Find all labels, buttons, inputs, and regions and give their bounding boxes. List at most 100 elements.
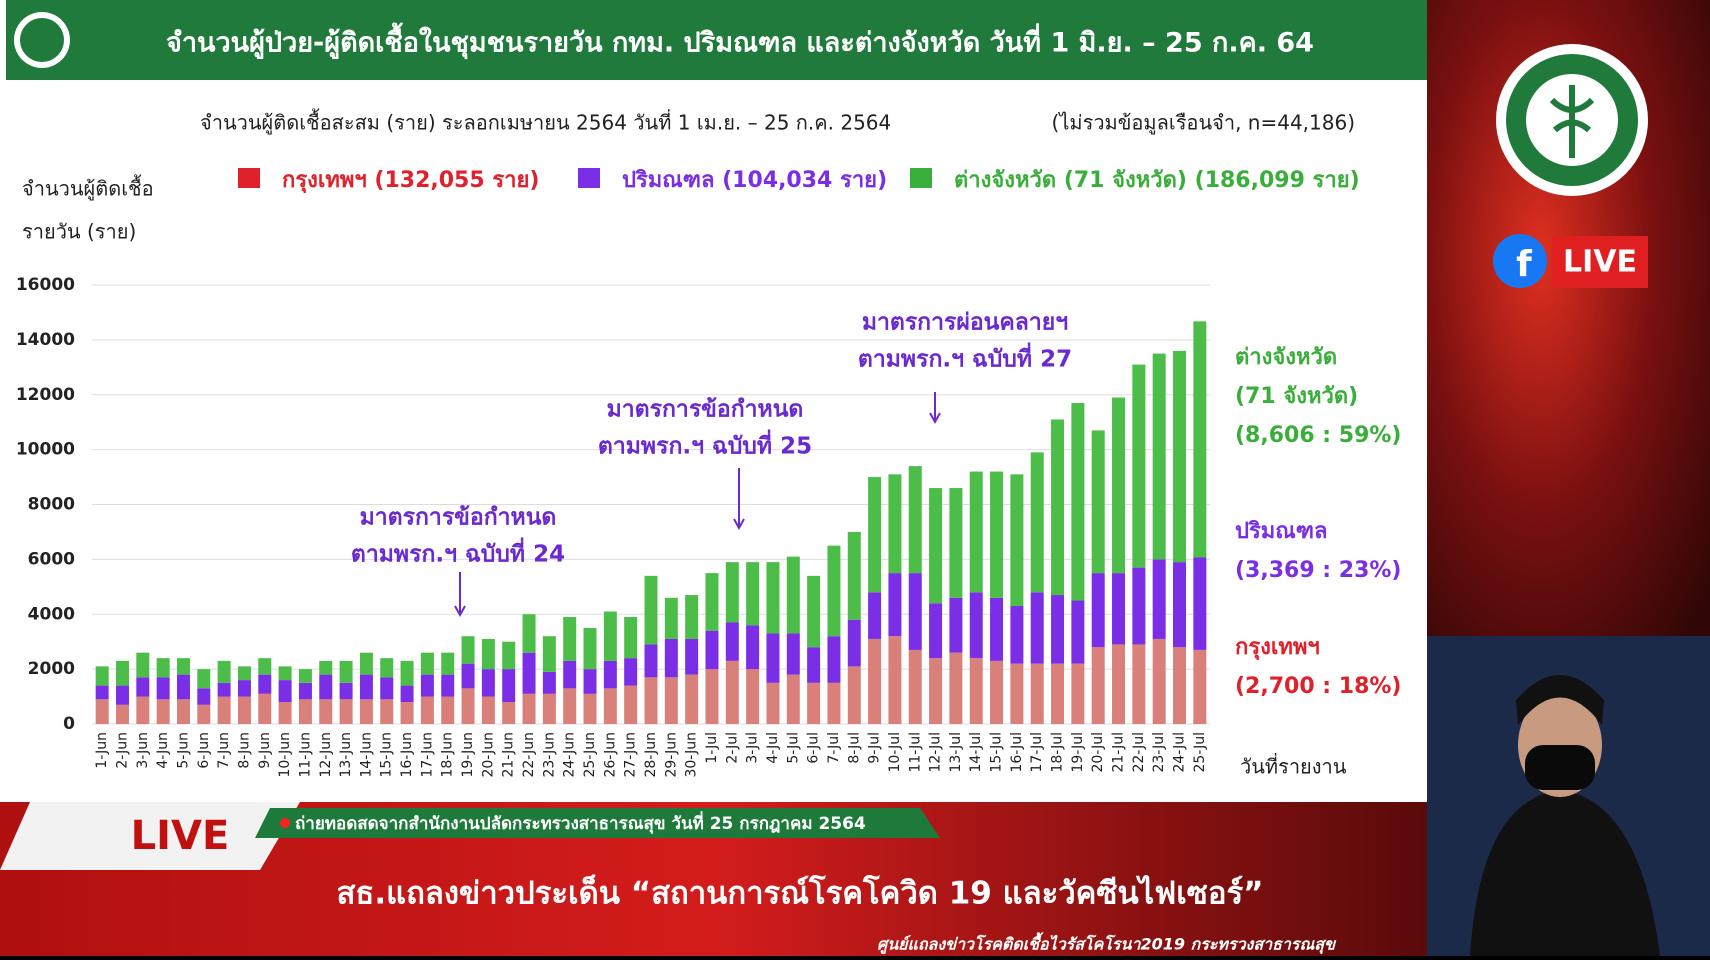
facebook-icon <box>1493 234 1547 288</box>
x-tick-label: 10-Jul <box>887 732 903 773</box>
legend-label: ปริมณฑล (104,034 ราย) <box>622 168 887 193</box>
y-tick-label: 6000 <box>28 549 75 569</box>
x-tick-label: 20-Jun <box>480 732 496 778</box>
x-tick-label: 16-Jul <box>1009 732 1025 773</box>
annotation: ตามพรก.ฯ ฉบับที่ 24 <box>351 537 565 568</box>
bar-segment <box>502 641 516 670</box>
bar-segment <box>603 660 617 689</box>
bar-segment <box>522 693 536 724</box>
chart: จำนวนผู้ติดเชื้อสะสม (ราย) ระลอกเมษายน 2… <box>16 109 1402 779</box>
x-tick-label: 4-Jun <box>155 732 171 769</box>
annotation: ตามพรก.ฯ ฉบับที่ 25 <box>598 429 812 460</box>
x-tick-label: 1-Jun <box>94 732 110 769</box>
bar-segment <box>1132 567 1146 645</box>
live-label: LIVE <box>131 813 230 859</box>
bar-segment <box>1173 647 1187 724</box>
y-tick-label: 14000 <box>16 330 75 350</box>
bar-segment <box>1193 649 1207 724</box>
y-tick-label: 4000 <box>28 604 75 624</box>
annotation: มาตรการข้อกำหนด <box>607 397 804 423</box>
bar-segment <box>705 573 719 631</box>
x-tick-label: 19-Jul <box>1070 732 1086 773</box>
y-tick-label: 12000 <box>16 385 75 405</box>
bar-segment <box>380 658 394 678</box>
bar-segment <box>95 666 109 686</box>
bar-segment <box>420 674 434 697</box>
bar-segment <box>868 477 882 593</box>
bar-segment <box>380 677 394 700</box>
bar-segment <box>563 660 577 689</box>
bar-segment <box>949 652 963 724</box>
bar-segment <box>1071 402 1085 601</box>
bar-segment <box>1152 559 1166 639</box>
bar-segment <box>420 652 434 675</box>
series-label: (2,700 : 18%) <box>1235 674 1401 699</box>
bar-segment <box>156 658 170 678</box>
bar-segment <box>156 677 170 700</box>
bar-segment <box>949 597 963 653</box>
header-title: จำนวนผู้ป่วย-ผู้ติดเชื้อในชุมชนรายวัน กท… <box>166 22 1314 60</box>
bar-segment <box>725 660 739 724</box>
bar-segment <box>136 677 150 697</box>
x-tick-label: 17-Jul <box>1029 732 1045 773</box>
ticker-dot <box>280 818 290 828</box>
bar-segment <box>1051 419 1065 596</box>
x-tick-label: 11-Jul <box>907 732 923 773</box>
x-tick-label: 4-Jul <box>765 732 781 764</box>
bar-segment <box>1112 573 1126 645</box>
bar-segment <box>258 693 272 724</box>
bar-segment <box>847 531 861 620</box>
bar-segment <box>502 669 516 703</box>
bar-segment <box>542 693 556 724</box>
bar-segment <box>603 688 617 724</box>
bar-segment <box>705 669 719 724</box>
note: (ไม่รวมข้อมูลเรือนจำ, n=44,186) <box>1052 111 1355 136</box>
bar-segment <box>461 688 475 724</box>
bar-segment <box>278 666 292 681</box>
x-tick-label: 18-Jul <box>1050 732 1066 773</box>
bar-segment <box>888 474 902 574</box>
bar-segment <box>583 693 597 724</box>
bar-segment <box>1010 474 1024 607</box>
bar-segment <box>725 622 739 661</box>
x-tick-label: 11-Jun <box>297 732 313 778</box>
bar-segment <box>990 660 1004 724</box>
x-tick-label: 12-Jul <box>928 732 944 773</box>
bar-segment <box>1030 452 1044 593</box>
bar-segment <box>827 545 841 637</box>
bar-segment <box>258 674 272 694</box>
interpreter <box>1470 675 1660 956</box>
bar-segment <box>136 652 150 678</box>
x-tick-label: 5-Jul <box>785 732 801 764</box>
bar-segment <box>786 633 800 675</box>
bar-segment <box>644 644 658 678</box>
bar-segment <box>766 633 780 683</box>
bar-segment <box>827 636 841 683</box>
x-tick-label: 12-Jun <box>318 732 334 778</box>
bar-segment <box>522 652 536 694</box>
x-tick-label: 14-Jun <box>358 732 374 778</box>
bar-segment <box>237 696 251 724</box>
legend-swatch <box>910 168 932 188</box>
y-tick-label: 0 <box>63 714 75 734</box>
x-tick-label: 29-Jun <box>663 732 679 778</box>
bar-segment <box>237 680 251 697</box>
x-tick-label: 8-Jul <box>846 732 862 764</box>
x-tick-label: 7-Jul <box>826 732 842 764</box>
bar-segment <box>1010 663 1024 724</box>
bar-segment <box>339 682 353 700</box>
bar-segment <box>969 592 983 659</box>
bar-segment <box>278 702 292 724</box>
annotation-arrowhead <box>733 518 745 531</box>
ticker: ถ่ายทอดสดจากสำนักงานปลัดกระทรวงสาธารณสุข… <box>295 811 866 834</box>
x-tick-label: 13-Jul <box>948 732 964 773</box>
bar-segment <box>359 652 373 675</box>
bar-segment <box>176 658 190 675</box>
bar-segment <box>807 575 821 648</box>
bar-segment <box>319 660 333 675</box>
bar-segment <box>359 674 373 700</box>
bar-segment <box>583 627 597 670</box>
bar-segment <box>583 669 597 694</box>
bar-segment <box>664 597 678 639</box>
y-axis-label: จำนวนผู้ติดเชื้อ <box>22 175 154 202</box>
